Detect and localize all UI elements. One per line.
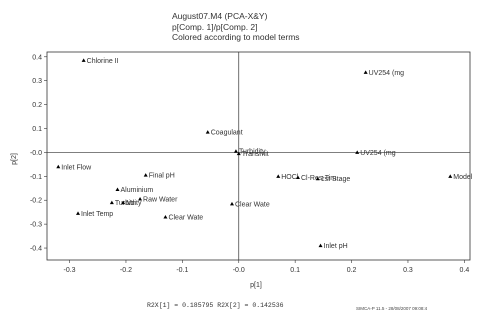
y-tick-label: -0.2 — [30, 198, 42, 205]
scatter-point: Chlorine II — [81, 58, 119, 65]
scatter-point: Turbidity — [233, 149, 266, 156]
x-axis-ticks: -0.3 -0.2 -0.1 -0.0 0.1 0.2 0.3 0.4 — [64, 260, 469, 274]
software-credit: SIMCA-P 11.5 - 28/08/2007 09:08:4 — [356, 306, 428, 311]
y-tick-label: -0.3 — [30, 222, 42, 229]
x-tick-label: -0.0 — [233, 267, 245, 274]
scatter-point: UV254 (mg — [355, 150, 396, 157]
scatter-point: Clear Wate — [229, 201, 270, 208]
point-marker — [76, 211, 81, 215]
point-label: Turbidity — [115, 200, 142, 207]
scatter-point: Clear Wate — [163, 214, 203, 221]
point-marker — [81, 58, 86, 62]
y-tick-label: 0.2 — [32, 102, 42, 109]
point-marker — [295, 175, 300, 180]
x-tick-label: 0.4 — [459, 267, 469, 274]
point-marker — [121, 200, 126, 205]
scatter-point: Coagulant — [205, 130, 243, 137]
x-tick-label: -0.3 — [64, 267, 76, 274]
point-marker — [448, 174, 453, 178]
reference-lines — [47, 52, 470, 260]
scatter-point: Turbidity — [109, 200, 142, 207]
chart-title-line-2: p[Comp. 1]/p[Comp. 2] — [172, 22, 258, 32]
point-label: Clear Wate — [235, 201, 270, 208]
scatter-point: Inlet pH — [318, 243, 348, 250]
y-axis-ticks: 0.4 0.3 0.2 0.1 -0.0 -0.1 -0.2 -0.3 -0.4 — [30, 54, 47, 253]
point-label: Final pH — [149, 173, 175, 180]
point-marker — [143, 173, 148, 177]
point-marker — [115, 187, 120, 191]
point-label: Inlet Temp — [81, 211, 113, 218]
point-label: Model — [453, 174, 473, 181]
point-marker — [229, 201, 234, 206]
point-label: Aluminium — [121, 187, 154, 194]
point-marker — [363, 70, 368, 74]
chart-title-line-1: August07.M4 (PCA-X&Y) — [172, 11, 268, 21]
scatter-point: Model — [448, 174, 473, 181]
scatter-point: Mn — [121, 200, 136, 207]
y-tick-label: 0.1 — [32, 126, 42, 133]
scatter-point: Raw Water — [138, 197, 178, 204]
x-axis-label: p[1] — [250, 282, 262, 289]
scatter-point: 1st Stage — [315, 176, 351, 183]
y-axis-label: p[2] — [11, 153, 18, 165]
chart-title-line-3: Colored according to model terms — [172, 32, 300, 42]
point-label: Raw Water — [143, 197, 178, 204]
point-marker — [109, 200, 114, 205]
point-marker — [205, 130, 210, 134]
scatter-point: Final pH — [143, 173, 175, 180]
point-marker — [318, 243, 323, 248]
x-tick-label: 0.3 — [403, 267, 413, 274]
scatter-point: UV254 (mg — [363, 70, 405, 77]
point-marker — [233, 149, 238, 153]
point-label: Clear Wate — [168, 214, 203, 221]
y-tick-label: 0.3 — [32, 78, 42, 85]
scatter-point: Inlet Flow — [56, 164, 92, 171]
scatter-point: HOCl — [276, 174, 299, 181]
point-marker — [236, 151, 241, 156]
point-label: UV254 (mg — [369, 70, 405, 77]
y-tick-label: -0.4 — [30, 246, 42, 253]
x-tick-label: 0.2 — [347, 267, 357, 274]
point-marker — [56, 164, 61, 169]
point-label: Coagulant — [211, 130, 243, 137]
point-label: Turbidity — [239, 149, 266, 156]
point-label: Inlet pH — [324, 243, 348, 250]
scatter-point: Inlet Temp — [76, 211, 113, 218]
point-label: Chlorine II — [87, 58, 119, 65]
point-label: Inlet Flow — [61, 164, 92, 171]
point-marker — [315, 176, 320, 181]
point-marker — [355, 150, 360, 154]
y-tick-label: 0.4 — [32, 54, 42, 61]
y-tick-label: -0.0 — [30, 150, 42, 157]
point-label: UV254 (mg — [360, 150, 396, 157]
point-label: Transmit — [242, 151, 269, 158]
point-marker — [138, 197, 143, 201]
scatter-point: Transmit — [236, 151, 269, 158]
r2x-summary: R2X[1] = 0.185795 R2X[2] = 0.142536 — [147, 302, 284, 309]
x-tick-label: -0.1 — [176, 267, 188, 274]
scatter-point: Aluminium — [115, 187, 154, 194]
x-tick-label: -0.2 — [120, 267, 132, 274]
plot-frame — [46, 51, 471, 261]
point-label: Mn — [126, 200, 136, 207]
point-label: 1st Stage — [321, 176, 351, 183]
point-label: HOCl — [281, 174, 299, 181]
point-marker — [276, 174, 281, 178]
point-marker — [163, 214, 168, 219]
y-tick-label: -0.1 — [30, 174, 42, 181]
x-tick-label: 0.1 — [290, 267, 300, 274]
